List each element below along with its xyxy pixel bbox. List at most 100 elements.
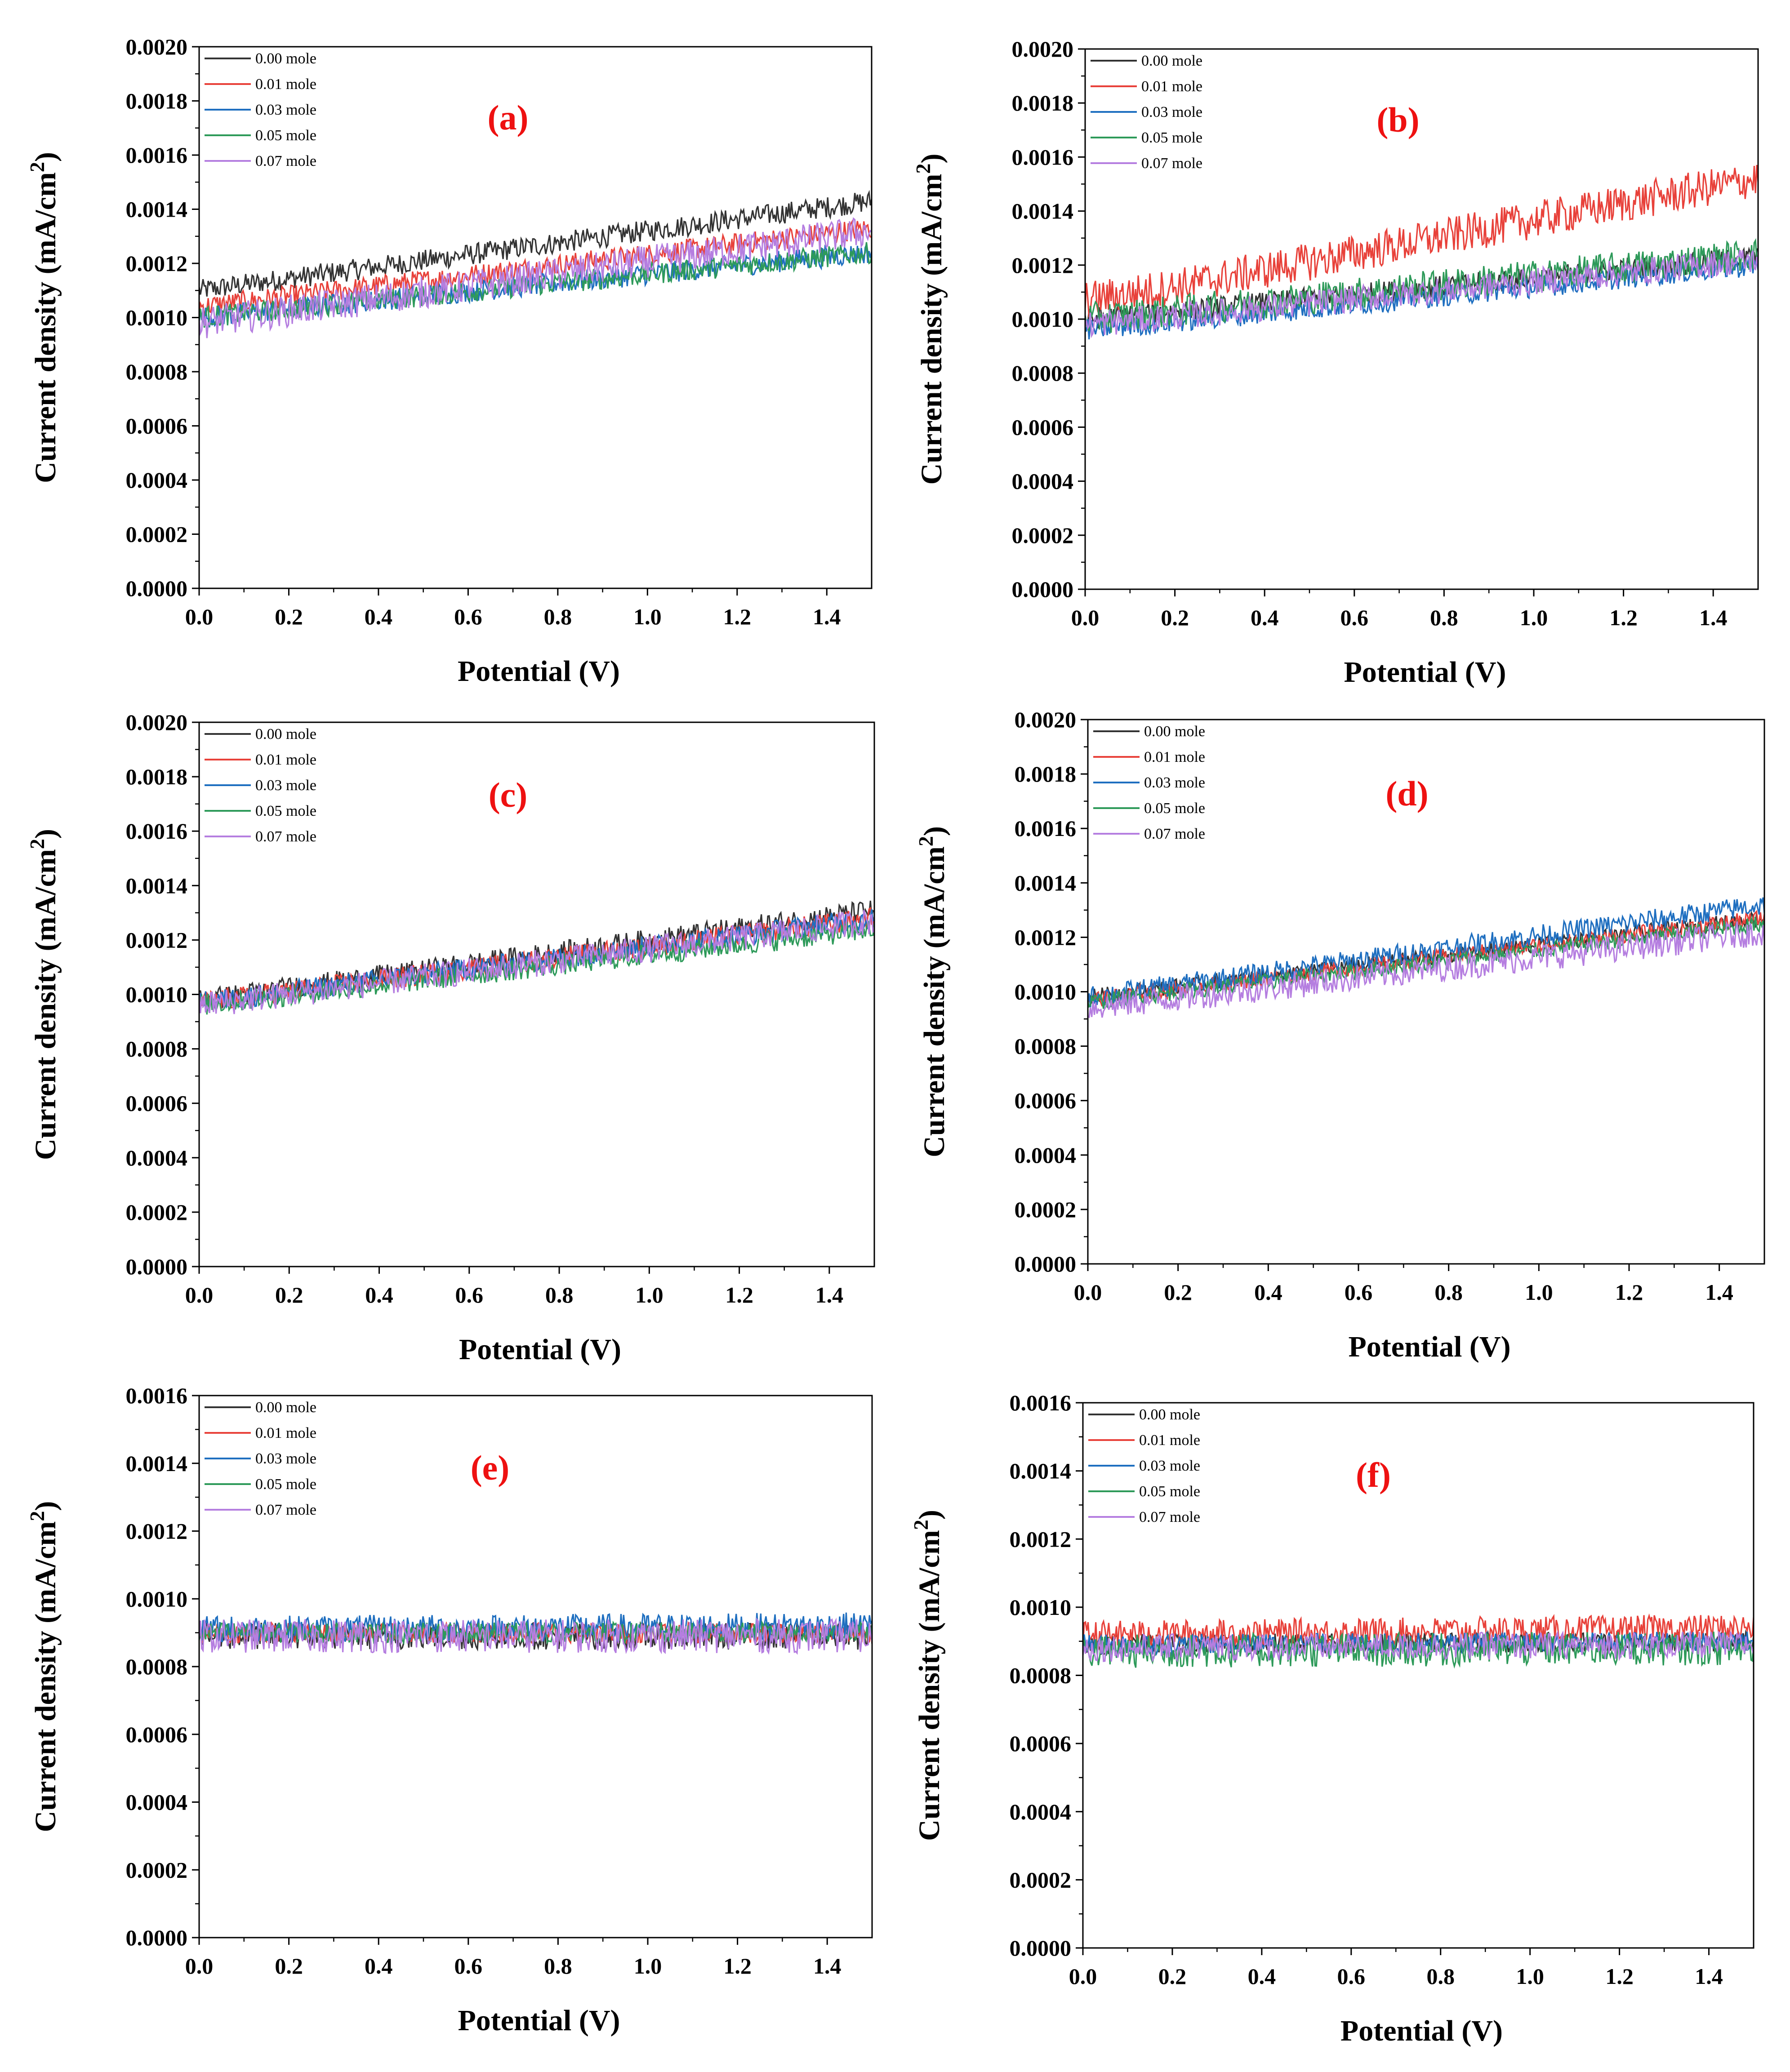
x-tick-label: 0.4 <box>365 604 393 629</box>
legend-label: 0.03 mole <box>255 1450 316 1467</box>
legend-label: 0.03 mole <box>255 102 316 118</box>
y-tick-label: 0.0010 <box>1015 979 1077 1005</box>
y-axis-title: Current density (mA/cm2) <box>26 152 62 483</box>
x-tick-label: 0.8 <box>545 1282 574 1307</box>
x-tick-label: 1.0 <box>1516 1964 1544 1989</box>
panel-label: (e) <box>471 1448 510 1487</box>
x-tick-label: 0.4 <box>1248 1964 1276 1989</box>
y-axis-title: Current density (mA/cm2) <box>26 1501 62 1832</box>
y-tick-label: 0.0004 <box>1010 1799 1072 1824</box>
x-tick-label: 0.6 <box>454 1953 483 1979</box>
x-tick-label: 0.0 <box>185 1953 214 1979</box>
legend-label: 0.01 mole <box>255 76 316 93</box>
y-tick-label: 0.0020 <box>1015 707 1077 732</box>
x-axis-title: Potential (V) <box>1340 2014 1503 2047</box>
y-tick-label: 0.0000 <box>1012 577 1074 602</box>
series-line-0-07-mole <box>1088 920 1764 1018</box>
legend-label: 0.01 mole <box>1141 78 1202 95</box>
x-tick-label: 0.6 <box>455 1282 484 1307</box>
y-tick-label: 0.0004 <box>126 467 188 493</box>
x-tick-label: 1.4 <box>813 1953 842 1979</box>
panel-label: (f) <box>1356 1455 1391 1494</box>
y-tick-label: 0.0000 <box>1010 1935 1072 1961</box>
y-tick-label: 0.0016 <box>126 1383 188 1408</box>
y-tick-label: 0.0014 <box>126 197 188 222</box>
panel-label: (a) <box>488 98 529 137</box>
x-tick-label: 0.0 <box>1069 1964 1097 1989</box>
y-tick-label: 0.0016 <box>1010 1390 1072 1415</box>
x-tick-label: 0.6 <box>1340 605 1369 630</box>
legend-label: 0.03 mole <box>1144 774 1205 791</box>
series-line-0-01-mole <box>199 219 872 317</box>
chart-panel-c: 0.00000.00020.00040.00060.00080.00100.00… <box>26 710 875 1366</box>
x-tick-label: 0.8 <box>1430 605 1458 630</box>
legend-label: 0.01 mole <box>255 751 316 768</box>
legend-label: 0.00 mole <box>1141 53 1202 69</box>
y-axis-title: Current density (mA/cm2) <box>909 1510 946 1841</box>
panel-label: (c) <box>489 775 528 814</box>
x-tick-label: 0.4 <box>365 1953 393 1979</box>
y-tick-label: 0.0018 <box>126 89 188 114</box>
y-tick-label: 0.0008 <box>126 1036 188 1062</box>
y-tick-label: 0.0010 <box>126 305 188 330</box>
x-tick-label: 0.4 <box>1251 605 1279 630</box>
legend-label: 0.00 mole <box>255 50 316 67</box>
y-tick-label: 0.0014 <box>1015 870 1077 895</box>
chart-panel-b: 0.00000.00020.00040.00060.00080.00100.00… <box>912 36 1759 689</box>
y-tick-label: 0.0004 <box>1015 1143 1077 1168</box>
x-tick-label: 0.8 <box>1426 1964 1455 1989</box>
y-tick-label: 0.0006 <box>126 1091 188 1116</box>
legend-label: 0.05 mole <box>255 1476 316 1493</box>
legend-label: 0.07 mole <box>255 828 316 845</box>
y-tick-label: 0.0004 <box>126 1790 188 1815</box>
x-tick-label: 0.0 <box>185 1282 214 1307</box>
x-tick-label: 0.8 <box>544 1953 572 1979</box>
y-tick-label: 0.0002 <box>126 1200 188 1225</box>
x-tick-label: 0.8 <box>1434 1280 1463 1305</box>
x-tick-label: 1.4 <box>1695 1964 1723 1989</box>
y-tick-label: 0.0016 <box>1015 816 1077 841</box>
series-line-0-07-mole <box>1085 249 1758 338</box>
x-tick-label: 1.4 <box>1699 605 1728 630</box>
chart-panel-e: 0.00000.00020.00040.00060.00080.00100.00… <box>26 1383 873 2037</box>
series-line-0-00-mole <box>199 900 874 1009</box>
series-line-0-00-mole <box>199 190 872 297</box>
series-line-0-03-mole <box>1085 256 1758 340</box>
y-tick-label: 0.0002 <box>1012 523 1074 548</box>
x-axis-title: Potential (V) <box>1344 656 1506 689</box>
legend-label: 0.07 mole <box>255 153 316 169</box>
x-tick-label: 1.2 <box>1615 1280 1643 1305</box>
y-tick-label: 0.0000 <box>126 576 188 601</box>
y-axis-title: Current density (mA/cm2) <box>912 154 948 485</box>
chart-panel-d: 0.00000.00020.00040.00060.00080.00100.00… <box>914 707 1765 1363</box>
y-tick-label: 0.0018 <box>126 764 188 789</box>
y-tick-label: 0.0002 <box>126 1857 188 1882</box>
y-tick-label: 0.0012 <box>126 927 188 952</box>
x-tick-label: 0.6 <box>454 604 482 629</box>
y-tick-label: 0.0000 <box>126 1254 188 1279</box>
legend-label: 0.00 mole <box>1144 723 1205 740</box>
y-tick-label: 0.0012 <box>126 251 188 276</box>
y-tick-label: 0.0002 <box>1010 1867 1072 1892</box>
x-tick-label: 0.4 <box>1254 1280 1282 1305</box>
y-tick-label: 0.0006 <box>1015 1088 1077 1113</box>
legend-label: 0.07 mole <box>1141 155 1202 172</box>
legend-label: 0.05 mole <box>1139 1483 1200 1500</box>
x-tick-label: 0.6 <box>1337 1964 1366 1989</box>
x-tick-label: 1.0 <box>1525 1280 1553 1305</box>
legend-label: 0.05 mole <box>1144 800 1205 817</box>
x-tick-label: 0.2 <box>275 1282 303 1307</box>
x-tick-label: 1.0 <box>634 1953 662 1979</box>
chart-panel-f: 0.00000.00020.00040.00060.00080.00100.00… <box>909 1390 1754 2047</box>
legend-label: 0.00 mole <box>255 1399 316 1416</box>
y-tick-label: 0.0010 <box>1010 1595 1072 1620</box>
y-tick-label: 0.0014 <box>126 873 188 898</box>
x-tick-label: 1.0 <box>633 604 662 629</box>
x-tick-label: 1.0 <box>635 1282 663 1307</box>
x-tick-label: 1.2 <box>1609 605 1638 630</box>
legend-label: 0.07 mole <box>1144 826 1205 842</box>
legend-label: 0.03 mole <box>255 777 316 794</box>
x-tick-label: 1.2 <box>1605 1964 1634 1989</box>
y-tick-label: 0.0016 <box>126 142 188 168</box>
